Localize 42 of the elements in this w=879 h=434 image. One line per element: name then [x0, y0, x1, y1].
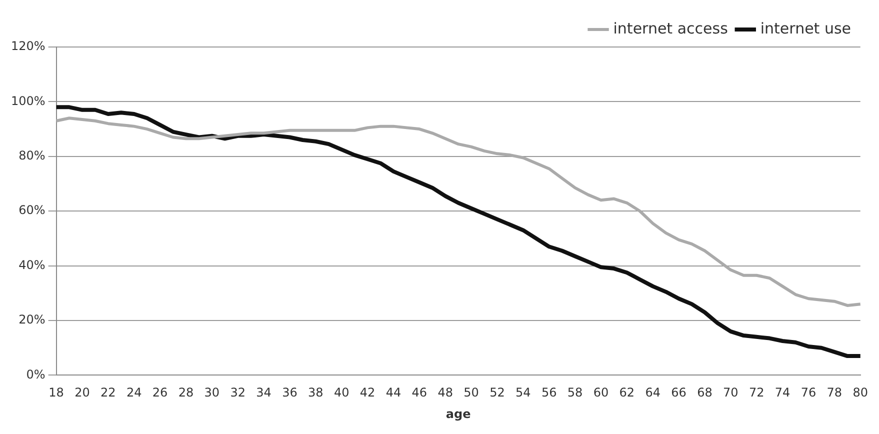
y-tick-label: 20%	[18, 312, 46, 327]
x-tick-label: 34	[256, 386, 272, 400]
x-tick-label: 78	[826, 386, 842, 400]
y-tick-label: 80%	[18, 148, 46, 163]
x-tick-label: 36	[282, 386, 298, 400]
x-tick-label: 66	[671, 386, 686, 400]
x-tick-label: 52	[490, 386, 505, 400]
legend-label: internet access	[613, 19, 728, 38]
x-tick-label: 56	[541, 386, 557, 400]
x-tick-label: 18	[48, 386, 64, 400]
x-tick-label: 38	[308, 386, 324, 400]
x-tick-label: 22	[100, 386, 116, 400]
y-tick-label: 120%	[10, 39, 46, 54]
x-tick-label: 60	[593, 386, 609, 400]
y-tick-label: 100%	[10, 94, 46, 108]
x-tick-label: 76	[800, 386, 816, 400]
x-tick-label: 46	[412, 386, 428, 400]
x-tick-label: 54	[516, 386, 531, 400]
x-tick-label: 32	[230, 386, 246, 400]
x-tick-label: 26	[152, 386, 168, 400]
x-tick-label: 40	[334, 386, 350, 400]
x-tick-label: 50	[464, 386, 479, 400]
x-tick-label: 24	[126, 386, 142, 400]
y-tick-label: 60%	[18, 203, 46, 218]
x-tick-label: 68	[697, 386, 712, 400]
x-tick-label: 64	[645, 386, 661, 400]
legend-label: internet use	[760, 19, 851, 38]
x-tick-label: 72	[748, 386, 764, 400]
x-tick-label: 48	[438, 386, 454, 400]
x-tick-label: 70	[723, 386, 738, 400]
x-tick-label: 28	[178, 386, 194, 400]
x-tick-label: 42	[360, 386, 376, 400]
y-tick-label: 0%	[26, 367, 46, 382]
x-tick-label: 20	[74, 386, 90, 400]
x-tick-label: 58	[567, 386, 583, 400]
x-tick-label: 30	[204, 386, 220, 400]
x-tick-label: 62	[619, 386, 635, 400]
y-tick-label: 40%	[18, 258, 46, 272]
x-axis-title: age	[446, 406, 471, 421]
x-tick-label: 74	[774, 386, 790, 400]
x-tick-label: 44	[386, 386, 402, 400]
x-tick-label: 80	[852, 386, 868, 400]
